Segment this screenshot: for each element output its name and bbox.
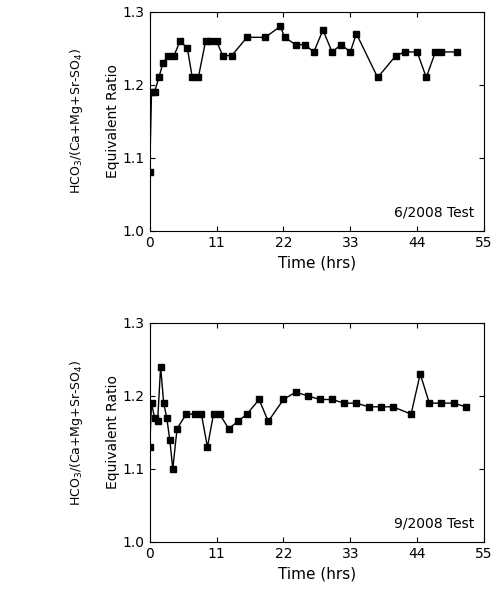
X-axis label: Time (hrs): Time (hrs) [278, 566, 356, 581]
Y-axis label: Equivalent Ratio: Equivalent Ratio [106, 375, 120, 489]
X-axis label: Time (hrs): Time (hrs) [278, 255, 356, 270]
Text: HCO$_3$/(Ca+Mg+Sr-SO$_4$): HCO$_3$/(Ca+Mg+Sr-SO$_4$) [68, 359, 85, 505]
Text: 6/2008 Test: 6/2008 Test [394, 206, 474, 220]
Text: 9/2008 Test: 9/2008 Test [394, 517, 474, 531]
Y-axis label: Equivalent Ratio: Equivalent Ratio [106, 64, 120, 178]
Text: HCO$_3$/(Ca+Mg+Sr-SO$_4$): HCO$_3$/(Ca+Mg+Sr-SO$_4$) [68, 48, 85, 194]
